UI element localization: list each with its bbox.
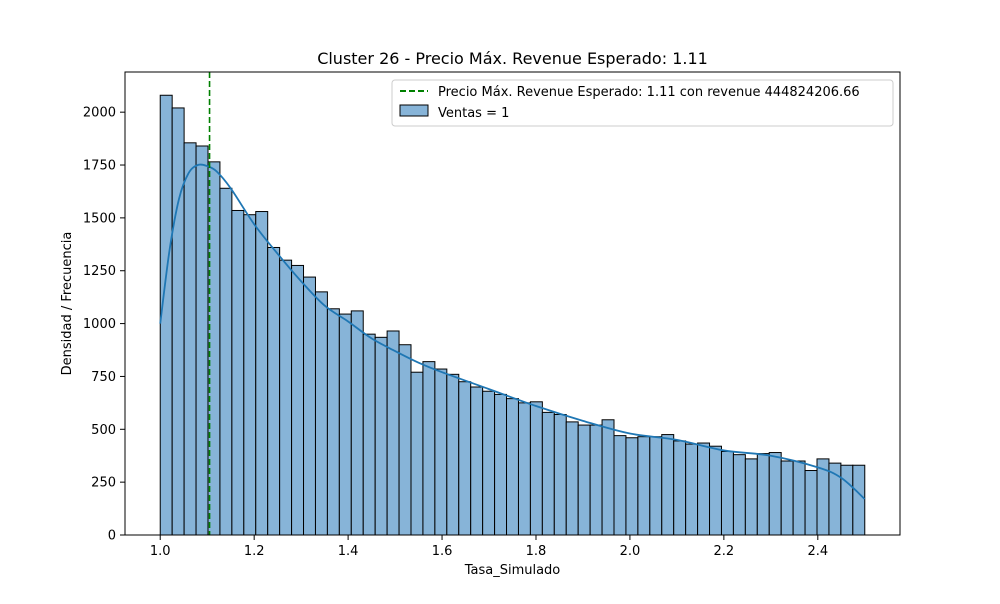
y-tick-label: 750 bbox=[91, 370, 116, 385]
histogram-bar bbox=[673, 440, 687, 536]
histogram-bar bbox=[422, 361, 436, 536]
histogram-bar bbox=[195, 145, 209, 536]
histogram-bar bbox=[303, 276, 316, 536]
y-tick-label: 1250 bbox=[83, 264, 116, 279]
histogram-bar bbox=[589, 424, 603, 536]
histogram-bar bbox=[374, 336, 388, 536]
y-tick-label: 1750 bbox=[83, 159, 116, 174]
x-tick-label: 2.2 bbox=[714, 544, 735, 559]
x-tick-label: 1.8 bbox=[526, 544, 547, 559]
legend-histogram-label: Ventas = 1 bbox=[438, 106, 509, 121]
histogram-bar bbox=[291, 264, 305, 536]
histogram-bar bbox=[732, 454, 746, 536]
histogram-bar bbox=[840, 464, 854, 536]
histogram-bar bbox=[398, 344, 412, 536]
x-tick-label: 1.2 bbox=[244, 544, 265, 559]
axes-frame bbox=[124, 71, 901, 536]
y-tick-label: 2000 bbox=[83, 106, 116, 121]
histogram-bar bbox=[709, 445, 722, 536]
histogram-bar bbox=[506, 398, 519, 536]
histogram-bar bbox=[314, 291, 328, 536]
x-tick-label: 2.4 bbox=[807, 544, 828, 559]
legend-histogram-swatch bbox=[399, 104, 429, 117]
histogram-bar bbox=[613, 435, 627, 536]
x-tick-label: 1.4 bbox=[338, 544, 359, 559]
histogram-bar bbox=[470, 386, 484, 536]
histogram-bar bbox=[529, 401, 543, 536]
histogram-bar bbox=[637, 436, 651, 536]
histogram-bar bbox=[410, 371, 424, 536]
histogram-bar bbox=[231, 209, 245, 536]
histogram-bar bbox=[171, 107, 185, 536]
x-tick-label: 1.6 bbox=[432, 544, 453, 559]
x-tick-label: 2.0 bbox=[620, 544, 641, 559]
y-tick-label: 1500 bbox=[83, 211, 116, 226]
histogram-bar bbox=[517, 402, 531, 536]
histogram-bar bbox=[541, 411, 555, 536]
histogram-bar bbox=[494, 393, 508, 536]
histogram-bar bbox=[720, 450, 734, 536]
histogram-bar bbox=[350, 310, 364, 536]
x-axis-ticks: 1.0 1.2 1.4 1.6 1.8 2.0 2.2 2.4 bbox=[150, 535, 828, 559]
histogram-bar bbox=[326, 308, 340, 536]
histogram-bar bbox=[565, 421, 579, 536]
kde-curve bbox=[159, 163, 866, 500]
histogram-bar bbox=[458, 381, 472, 536]
legend-frame bbox=[391, 79, 894, 127]
histogram-bar bbox=[446, 373, 460, 536]
histogram-bar bbox=[338, 313, 352, 536]
y-tick-label: 0 bbox=[108, 529, 116, 544]
histogram-bar bbox=[804, 470, 818, 536]
histogram-bar bbox=[625, 437, 639, 536]
y-tick-label: 500 bbox=[91, 423, 116, 438]
legend: Precio Máx. Revenue Esperado: 1.11 con r… bbox=[391, 79, 894, 127]
histogram-bar bbox=[601, 419, 615, 536]
histogram-bar bbox=[697, 442, 711, 536]
y-tick-label: 1000 bbox=[83, 317, 116, 332]
histogram-bar bbox=[482, 390, 496, 536]
histogram-bar bbox=[243, 214, 257, 536]
y-axis-label: Densidad / Frecuencia bbox=[60, 232, 75, 376]
histogram-bar bbox=[219, 187, 233, 536]
histogram-bar bbox=[649, 436, 663, 536]
histogram-bar bbox=[255, 211, 269, 536]
y-tick-label: 250 bbox=[91, 476, 116, 491]
histogram-bar bbox=[792, 460, 806, 536]
histogram-bar bbox=[661, 434, 675, 536]
histogram-bar bbox=[780, 460, 794, 536]
histogram-bar bbox=[434, 368, 448, 536]
kde-curve-group bbox=[159, 163, 866, 500]
histogram-bar bbox=[279, 259, 293, 536]
x-tick-label: 1.0 bbox=[150, 544, 171, 559]
histogram-bar bbox=[267, 246, 281, 536]
histogram-bar bbox=[685, 443, 699, 536]
histogram-bar bbox=[577, 424, 591, 536]
histogram-bar bbox=[744, 458, 758, 536]
histogram-bar bbox=[768, 452, 782, 536]
legend-reference-line-label: Precio Máx. Revenue Esperado: 1.11 con r… bbox=[438, 85, 860, 100]
chart-title: Cluster 26 - Precio Máx. Revenue Esperad… bbox=[317, 49, 708, 68]
histogram-bar bbox=[386, 330, 400, 536]
histogram-bar bbox=[852, 464, 866, 536]
histogram-bar bbox=[362, 333, 376, 536]
histogram-bar bbox=[553, 413, 567, 536]
x-axis-label: Tasa_Simulado bbox=[464, 563, 561, 578]
histogram-bar bbox=[756, 453, 770, 536]
histogram-bar bbox=[183, 142, 197, 536]
y-axis-ticks: 0 250 500 750 1000 1250 1500 1750 2000 bbox=[83, 106, 125, 544]
